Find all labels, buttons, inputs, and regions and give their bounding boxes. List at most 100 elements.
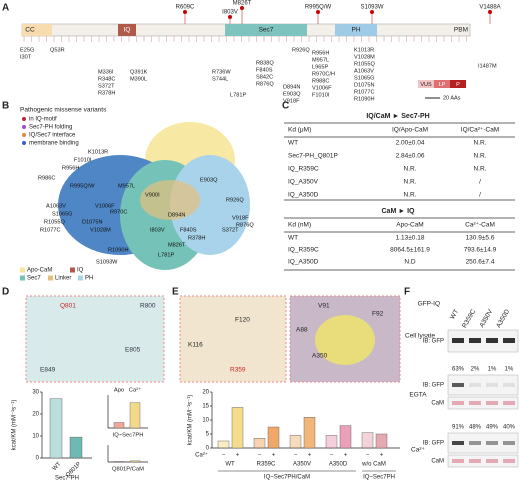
band: [503, 459, 515, 463]
lollipop-head: [370, 10, 374, 14]
table-cell: 2.84±0.06: [396, 153, 425, 160]
bar: [69, 436, 83, 459]
legend-label: Ca²⁺: [195, 452, 208, 459]
domain-label: PH: [351, 27, 360, 34]
percent-label: 48%: [469, 425, 482, 431]
residue-label: R986C: [38, 175, 55, 181]
series-label: +: [236, 453, 240, 459]
legend-dot: [22, 125, 26, 129]
residue-label: K116: [188, 342, 203, 349]
residue-label: R800: [140, 303, 156, 310]
residue-label: S1093W: [96, 259, 118, 265]
residue-label: I803V: [150, 227, 165, 233]
table-cell: N.D: [404, 259, 416, 266]
residue-label: L781P: [158, 252, 174, 258]
table-title: CaM ► IQ: [382, 208, 416, 215]
variant-label: R348C: [98, 76, 115, 82]
residue-label: R970C: [110, 209, 127, 215]
band: [452, 338, 464, 343]
y-axis-label: kcat/KM (mM⁻¹s⁻¹): [12, 400, 18, 451]
residue-label: R1090H: [108, 247, 129, 253]
table-header: Kd (nM): [288, 222, 311, 229]
band: [486, 338, 498, 343]
variant-label: A1063V: [354, 68, 374, 74]
residue-label: R876Q: [236, 222, 254, 228]
table-header: Apo-CaM: [396, 222, 423, 229]
structure: [58, 122, 250, 270]
residue-label: S372T: [222, 227, 239, 233]
series-label: Q801P/CaM: [112, 467, 144, 473]
table-cell: IQ_R359C: [288, 247, 319, 254]
table-cell: 8064.5±161.9: [390, 247, 430, 254]
variant-label: M336I: [98, 69, 114, 75]
bar: [217, 440, 230, 449]
residue-label: F840S: [180, 227, 197, 233]
construct-label: GFP-IQ: [418, 301, 440, 308]
residue-label: E849: [40, 367, 56, 374]
lane-label: A350V: [478, 308, 494, 329]
x-tick-label: w/o CaM: [361, 462, 386, 468]
lane-label: A350D: [495, 308, 511, 329]
y-axis-label: kcat/KM (mM⁻¹s⁻¹): [188, 395, 194, 446]
variant-label: I803V: [222, 10, 238, 16]
row-label: Cell lysate: [405, 333, 435, 340]
band: [486, 441, 498, 445]
domain-label: IQ: [124, 27, 131, 34]
bar: [325, 435, 338, 449]
table-cell: 2.00±0.04: [396, 140, 425, 147]
band: [452, 441, 464, 445]
ib-label: CaM: [431, 459, 444, 465]
variant-label: R378H: [98, 90, 115, 96]
bar: [253, 438, 266, 449]
band: [469, 338, 481, 343]
row-label: Ca²⁺: [411, 447, 425, 454]
series-label: −: [366, 453, 370, 459]
table-title: IQ/CaM ► Sec7-PH: [366, 113, 429, 120]
series-label: +: [380, 453, 384, 459]
legend-label: Sec7: [27, 276, 41, 282]
residue-label: M957L: [118, 183, 135, 189]
cc-domain: [22, 24, 52, 36]
variant-label: V918F: [283, 98, 300, 104]
ib-label: IB: GFP: [423, 339, 444, 345]
table-cell: IQ_A350V: [288, 179, 319, 186]
ph-domain: [335, 24, 377, 36]
variant-label: R956H: [312, 50, 329, 56]
lollipop-head: [183, 10, 187, 14]
variant-label: K1013R: [354, 47, 374, 53]
band: [469, 441, 481, 445]
residue-label: V91: [318, 303, 330, 310]
panel-label: B: [2, 101, 9, 112]
bar: [49, 398, 63, 459]
series-label: +: [344, 453, 348, 459]
variant-label: M826T: [233, 1, 252, 7]
variant-label: D894N: [283, 84, 300, 90]
table-cell: WT: [288, 140, 298, 147]
variant-label: S744L: [212, 76, 228, 82]
domain-label: Sec7: [259, 27, 274, 34]
table-cell: Sec7-PH_Q801P: [288, 153, 338, 160]
lollipop-head: [228, 15, 232, 19]
percent-label: 40%: [503, 425, 516, 431]
residue-label: V900I: [145, 192, 160, 198]
blot: [447, 329, 519, 468]
residue-label: R1055Q: [44, 219, 65, 225]
band: [486, 383, 498, 387]
residue-label: D1075N: [82, 219, 103, 225]
table-cell: IQ_A350D: [288, 259, 319, 266]
table-cell: 1.13±0.18: [396, 235, 425, 242]
panel-label: C: [282, 101, 289, 112]
table-cell: /: [479, 192, 481, 199]
series-label: IQ~Sec7PH: [113, 433, 144, 439]
bar: [361, 432, 374, 449]
band: [469, 459, 481, 463]
table-cell: 250.6±7.4: [466, 259, 495, 266]
variant-label: F1010I: [312, 92, 330, 98]
residue-label: A1063V: [46, 203, 66, 209]
residue-label: R378H: [188, 235, 205, 241]
bar: [375, 433, 388, 449]
lollipop-head: [240, 6, 244, 10]
legend-dot: [22, 141, 26, 145]
variant-label: V1488A: [479, 5, 500, 11]
variant-label: S842C: [256, 74, 273, 80]
